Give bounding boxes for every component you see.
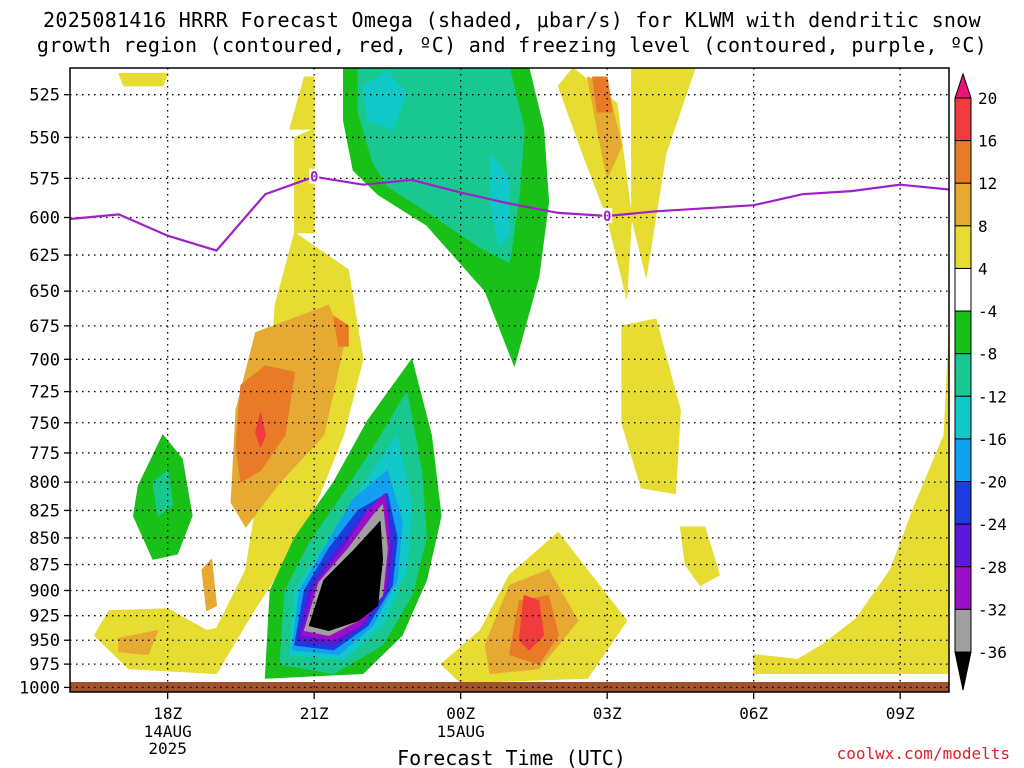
omega-region-4-5 <box>631 68 696 278</box>
ytick-label-575: 575 <box>29 169 60 189</box>
chart-title-line-2: growth region (contoured, red, ºC) and f… <box>36 33 988 57</box>
colorbar-arrow-top <box>954 72 972 99</box>
omega-region-8-1 <box>118 630 159 656</box>
colorbar-box-0 <box>954 97 972 142</box>
omega-region-16-0 <box>518 595 545 651</box>
ytick-label-975: 975 <box>29 655 60 675</box>
ytick-label-525: 525 <box>29 86 60 106</box>
colorbar-box-4 <box>954 267 972 312</box>
ytick-label-550: 550 <box>29 128 60 148</box>
chart-title: 2025081416 HRRR Forecast Omega (shaded, … <box>0 8 1024 58</box>
colorbar-box-10 <box>954 523 972 568</box>
colorbar-label-neg28: -28 <box>978 558 1007 577</box>
xtick-label-21Z: 21Z <box>300 704 329 723</box>
xtick-sublabel-18Z-1: 2025 <box>148 739 187 758</box>
ytick-label-825: 825 <box>29 501 60 521</box>
xtick-sublabel-18Z-0: 14AUG <box>144 722 192 741</box>
ytick-label-775: 775 <box>29 444 60 464</box>
ytick-label-1000: 1000 <box>19 678 60 698</box>
omega-region-4-9 <box>118 72 169 87</box>
colorbar-box-6 <box>954 353 972 397</box>
xtick-sublabel-00Z-0: 15AUG <box>437 722 485 741</box>
omega-region-8-4 <box>201 558 217 612</box>
ytick-label-850: 850 <box>29 529 60 549</box>
omega-region-neg8-2 <box>152 470 174 517</box>
colorbar-label-neg8: -8 <box>978 345 997 364</box>
colorbar-box-5 <box>954 310 972 355</box>
chart-title-line-1: 2025081416 HRRR Forecast Omega (shaded, … <box>43 8 981 32</box>
ytick-label-900: 900 <box>29 581 60 601</box>
colorbar-box-2 <box>954 182 972 227</box>
ytick-label-950: 950 <box>29 631 60 651</box>
colorbar-label-neg12: -12 <box>978 387 1007 406</box>
colorbar-arrow-bottom <box>954 651 972 691</box>
omega-region-4-2 <box>289 76 315 130</box>
omega-region-4-6 <box>621 318 681 495</box>
colorbar-box-9 <box>954 481 972 525</box>
freezing-level-line <box>70 175 949 252</box>
freezing-level-label-1: 0 <box>603 209 611 225</box>
ytick-label-700: 700 <box>29 350 60 370</box>
omega-region-neg12-1 <box>362 71 408 130</box>
colorbar-box-8 <box>954 438 972 483</box>
plot-frame <box>69 67 950 693</box>
xtick-label-06Z: 06Z <box>739 704 768 723</box>
ytick-label-675: 675 <box>29 317 60 337</box>
colorbar-label-neg36: -36 <box>978 643 1007 662</box>
colorbar-label-20: 20 <box>978 89 997 108</box>
omega-region-4-7 <box>679 526 720 586</box>
ytick-label-625: 625 <box>29 246 60 266</box>
freezing-level-label-bg-0 <box>309 168 320 184</box>
x-axis-label: Forecast Time (UTC) <box>397 746 626 768</box>
colorbar-box-3 <box>954 225 972 269</box>
colorbar-label-4: 4 <box>978 259 988 278</box>
freezing-level-label-bg-1 <box>602 207 613 223</box>
credit-text: coolwx.com/modelts <box>836 744 1010 763</box>
ytick-label-800: 800 <box>29 473 60 493</box>
ytick-label-725: 725 <box>29 383 60 403</box>
colorbar-label-8: 8 <box>978 217 988 236</box>
colorbar-box-7 <box>954 395 972 440</box>
ytick-label-750: 750 <box>29 414 60 434</box>
ytick-label-600: 600 <box>29 209 60 229</box>
colorbar-label-neg24: -24 <box>978 515 1007 534</box>
ytick-label-925: 925 <box>29 607 60 627</box>
colorbar-label-16: 16 <box>978 132 997 151</box>
colorbar-box-12 <box>954 608 972 653</box>
omega-region-4-8 <box>753 332 949 674</box>
colorbar-box-11 <box>954 566 972 610</box>
xtick-label-09Z: 09Z <box>886 704 915 723</box>
colorbar-label-neg20: -20 <box>978 473 1007 492</box>
omega-region-neg8-1 <box>357 68 525 263</box>
ytick-label-650: 650 <box>29 282 60 302</box>
omega-region-neg36-0 <box>308 521 383 631</box>
omega-region-16-1 <box>255 412 266 448</box>
colorbar-label-12: 12 <box>978 174 997 193</box>
colorbar-label-neg32: -32 <box>978 600 1007 619</box>
colorbar-label-neg4: -4 <box>978 302 997 321</box>
terrain-strip <box>70 682 949 692</box>
colorbar-box-1 <box>954 140 972 184</box>
freezing-level-label-0: 0 <box>310 170 318 186</box>
colorbar-label-neg16: -16 <box>978 430 1007 449</box>
omega-region-12-1 <box>333 315 349 347</box>
xtick-label-18Z: 18Z <box>153 704 182 723</box>
xtick-label-00Z: 00Z <box>446 704 475 723</box>
xtick-label-03Z: 03Z <box>593 704 622 723</box>
ytick-label-875: 875 <box>29 556 60 576</box>
omega-region-12-3 <box>592 76 613 113</box>
